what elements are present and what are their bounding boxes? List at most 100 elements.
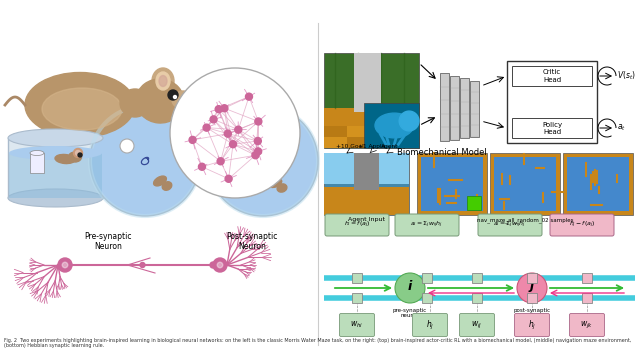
Text: $h_j$: $h_j$ xyxy=(426,318,434,331)
Bar xyxy=(355,53,381,112)
Bar xyxy=(352,273,362,283)
Ellipse shape xyxy=(8,129,103,147)
Ellipse shape xyxy=(191,99,196,103)
Ellipse shape xyxy=(268,179,282,187)
Circle shape xyxy=(203,124,210,131)
Bar xyxy=(393,126,416,137)
Text: nav_maze_all_random_02 samples: nav_maze_all_random_02 samples xyxy=(477,217,573,223)
FancyBboxPatch shape xyxy=(478,214,542,236)
Bar xyxy=(512,66,592,86)
Circle shape xyxy=(58,258,72,272)
Text: $w_{hi}$: $w_{hi}$ xyxy=(351,320,364,330)
Bar xyxy=(354,153,380,190)
Ellipse shape xyxy=(172,91,194,109)
Circle shape xyxy=(255,118,262,125)
Text: $w_{ij}$: $w_{ij}$ xyxy=(472,319,483,330)
Ellipse shape xyxy=(136,79,184,123)
Bar xyxy=(470,80,479,137)
Bar xyxy=(324,53,419,148)
Ellipse shape xyxy=(162,182,172,190)
Bar xyxy=(490,153,560,215)
FancyBboxPatch shape xyxy=(339,313,374,336)
Circle shape xyxy=(140,263,145,268)
Ellipse shape xyxy=(159,76,167,86)
Circle shape xyxy=(74,149,83,157)
Circle shape xyxy=(78,153,82,157)
Text: $V(s_t)$: $V(s_t)$ xyxy=(617,70,636,82)
Circle shape xyxy=(395,273,425,303)
Circle shape xyxy=(224,130,231,137)
Bar xyxy=(472,293,482,303)
Bar xyxy=(30,153,44,173)
Text: Agent Input: Agent Input xyxy=(348,217,385,222)
Circle shape xyxy=(120,139,134,153)
Bar xyxy=(567,157,629,211)
Bar xyxy=(324,126,347,137)
Text: $a_t$: $a_t$ xyxy=(617,123,626,133)
Circle shape xyxy=(217,158,224,165)
Bar xyxy=(494,157,556,211)
Ellipse shape xyxy=(154,176,166,186)
Bar xyxy=(364,103,419,148)
Ellipse shape xyxy=(375,113,413,138)
Ellipse shape xyxy=(9,146,102,160)
Text: i: i xyxy=(408,280,412,293)
Bar xyxy=(582,273,592,283)
Bar xyxy=(563,153,633,215)
Text: +10 Goal: +10 Goal xyxy=(336,144,364,149)
FancyBboxPatch shape xyxy=(413,313,447,336)
Bar xyxy=(9,153,102,198)
Bar xyxy=(324,187,409,215)
Text: $a_i=\Sigma_j w_{ij}h_j$: $a_i=\Sigma_j w_{ij}h_j$ xyxy=(493,220,527,230)
Text: neuron: neuron xyxy=(400,313,420,318)
Circle shape xyxy=(235,126,242,133)
Circle shape xyxy=(225,175,232,182)
Bar xyxy=(472,273,482,283)
Bar xyxy=(582,293,592,303)
Circle shape xyxy=(241,142,255,156)
Ellipse shape xyxy=(55,154,75,163)
Bar xyxy=(512,118,592,138)
Circle shape xyxy=(215,106,222,113)
Bar xyxy=(347,126,370,137)
Bar xyxy=(450,76,459,139)
FancyBboxPatch shape xyxy=(550,214,614,236)
Ellipse shape xyxy=(25,72,135,138)
Ellipse shape xyxy=(30,150,44,156)
Bar xyxy=(460,78,469,138)
Circle shape xyxy=(189,136,196,143)
Text: Fig. 2  Two experiments highlighting brain-inspired learning in biological neura: Fig. 2 Two experiments highlighting brai… xyxy=(4,337,632,348)
Circle shape xyxy=(76,150,81,156)
Text: Pre-synaptic
Neuron: Pre-synaptic Neuron xyxy=(84,232,132,251)
Circle shape xyxy=(213,258,227,272)
Text: $w_{jk}$: $w_{jk}$ xyxy=(580,319,593,330)
Bar xyxy=(422,273,432,283)
Circle shape xyxy=(252,152,259,159)
Bar xyxy=(324,153,409,215)
Text: j: j xyxy=(530,280,534,293)
Circle shape xyxy=(246,93,252,100)
Circle shape xyxy=(255,148,262,155)
Circle shape xyxy=(168,90,178,100)
Circle shape xyxy=(399,111,419,131)
FancyBboxPatch shape xyxy=(460,313,495,336)
Bar xyxy=(324,137,347,148)
Text: Critic
Head: Critic Head xyxy=(543,70,561,83)
Text: post-synaptic: post-synaptic xyxy=(513,308,550,313)
Ellipse shape xyxy=(120,89,150,117)
Ellipse shape xyxy=(152,68,174,94)
Circle shape xyxy=(517,273,547,303)
Bar xyxy=(393,137,416,148)
Ellipse shape xyxy=(68,152,81,162)
Circle shape xyxy=(198,163,205,170)
Bar xyxy=(8,138,103,198)
FancyBboxPatch shape xyxy=(325,214,389,236)
Text: neuron: neuron xyxy=(522,313,541,318)
Bar xyxy=(324,153,409,184)
Bar xyxy=(507,61,597,143)
Circle shape xyxy=(210,116,217,123)
Text: +1 Apple: +1 Apple xyxy=(358,144,386,149)
Circle shape xyxy=(173,96,177,98)
Text: Agent: Agent xyxy=(381,144,399,149)
Bar xyxy=(352,293,362,303)
